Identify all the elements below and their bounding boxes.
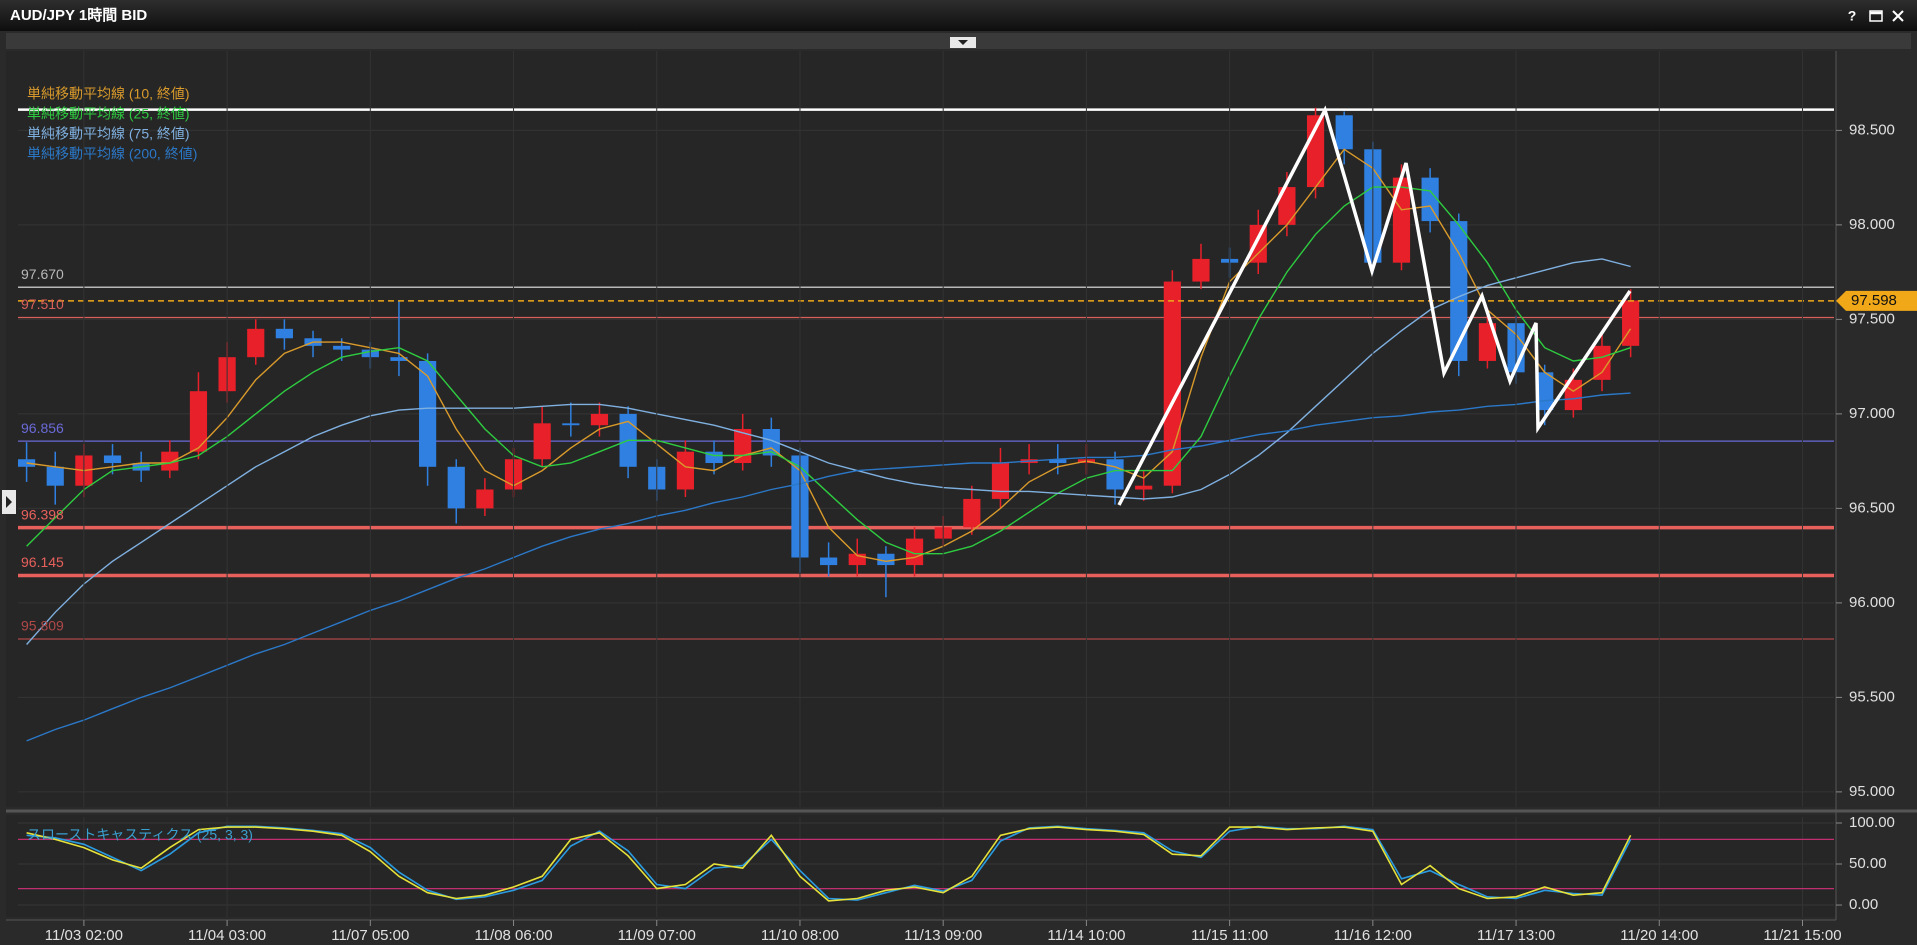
candle-body [533,423,551,460]
legend-entry: 単純移動平均線 (75, 終値) [27,126,190,142]
x-tick-label: 11/03 02:00 [45,927,123,944]
y-tick-label: 96.000 [1849,594,1895,611]
candle-body [991,463,1010,499]
candle-body [820,557,838,566]
window-title: AUD/JPY 1時間 BID [10,6,147,24]
overlay: 95.000 95.500 96.000 96.500 97.000 97.500 98.0… [21,86,1917,944]
toolbar-toggle[interactable] [950,37,976,48]
y-tick-label: 50.00 [1849,855,1887,872]
level-label: 97.510 [21,296,64,312]
x-tick-label: 11/08 06:00 [474,927,552,944]
level-label: 96.145 [21,554,64,570]
x-tick-label: 11/07 05:00 [331,927,409,944]
y-tick-label: 95.500 [1849,688,1895,705]
x-tick-label: 11/04 03:00 [188,927,266,944]
candle-body [676,451,694,490]
candle-body [963,498,981,528]
candle-body [447,466,465,509]
candle-body [1450,221,1468,361]
candle-body [590,413,609,426]
candle-body [476,489,494,509]
legend-entry: 単純移動平均線 (200, 終値) [27,146,197,162]
candle-body [103,455,122,464]
series-line [26,826,1632,902]
candle-body [1392,177,1411,263]
candle-body [1049,459,1067,464]
candle-body [562,423,580,426]
candle-body [877,553,895,566]
candle-body [46,466,64,486]
candle-body [1421,177,1439,222]
plot [18,51,1842,926]
candle-body [1593,345,1611,380]
y-tick-label: 96.500 [1849,499,1895,516]
series-line [26,258,1631,645]
x-tick-label: 11/17 13:00 [1477,927,1555,944]
candle-body [1249,224,1267,263]
indicator-title: スローストキャスティクス (25, 3, 3) [27,827,253,843]
help-button[interactable]: ? [1848,8,1857,24]
trend-drawing [1117,105,1632,506]
candle-body [189,391,208,452]
maximize-button[interactable] [1869,10,1883,22]
candle-body [848,553,866,566]
y-tick-label: 100.00 [1849,814,1895,831]
y-tick-label: 97.500 [1849,310,1895,327]
legend-entry: 単純移動平均線 (10, 終値) [27,86,190,102]
candle-body [1106,459,1124,490]
candle-body [1564,379,1582,411]
level-label: 97.670 [21,266,64,282]
current-price-label: 97.598 [1851,292,1897,309]
x-tick-label: 11/13 09:00 [904,927,982,944]
candle-body [1192,258,1210,282]
candle-body [333,345,351,350]
candle-body [275,328,293,339]
close-button[interactable] [1892,10,1904,22]
legend-entry: 単純移動平均線 (25, 終値) [27,106,190,122]
x-tick-label: 11/10 08:00 [761,927,839,944]
stochastic-panel [6,815,1836,917]
x-tick-label: 11/21 15:00 [1763,927,1841,944]
price-panel [6,51,1836,807]
series-line [26,148,1632,563]
candle-body [705,451,723,464]
level-label: 95.809 [21,618,64,634]
x-tick-label: 11/15 11:00 [1191,927,1268,944]
candle-body [419,360,437,467]
side-handle[interactable] [2,490,16,514]
candle-body [1278,187,1296,225]
y-tick-label: 95.000 [1849,783,1895,800]
x-tick-label: 11/16 12:00 [1334,927,1412,944]
candle-body [161,451,179,471]
candle-body [390,357,408,361]
y-tick-label: 0.00 [1849,896,1878,913]
current-price-tag [1836,290,1917,311]
series-line [26,186,1631,555]
title-bar [0,0,1917,31]
candle-body [1335,115,1353,150]
y-tick-label: 97.000 [1849,405,1895,422]
y-tick-label: 98.000 [1849,216,1895,233]
candle-body [1135,485,1153,490]
level-label: 96.398 [21,506,64,522]
candle-body [247,328,265,358]
candle-body [1478,323,1497,361]
x-tick-label: 11/09 07:00 [618,927,696,944]
series-line [26,392,1631,742]
x-tick-label: 11/14 10:00 [1047,927,1125,944]
candle-body [18,459,36,467]
level-label: 96.856 [21,420,64,436]
x-tick-label: 11/20 14:00 [1620,927,1698,944]
y-tick-label: 98.500 [1849,121,1895,138]
candle-body [1163,281,1181,486]
